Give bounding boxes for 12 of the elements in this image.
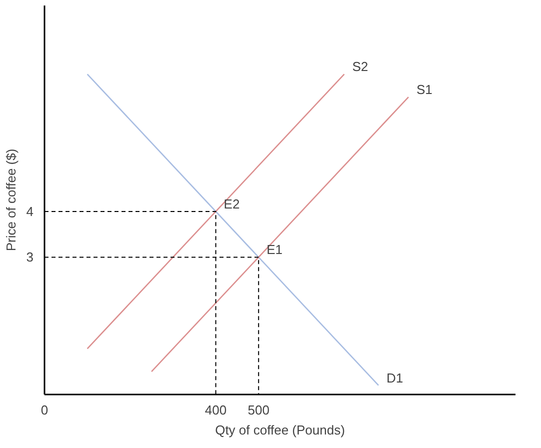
x-tick-label: 400 [204, 402, 227, 418]
annotation: E2 [224, 196, 240, 212]
x-tick-label: 500 [248, 402, 270, 418]
x-axis-title: Qty of coffee (Pounds) [215, 422, 345, 438]
annotation: D1 [386, 370, 404, 386]
y-tick-label: 4 [26, 204, 34, 219]
y-axis-title: Price of coffee ($) [3, 148, 18, 252]
annotation: E1 [266, 242, 282, 258]
annotation: S2 [352, 59, 368, 74]
y-tick-label: 3 [26, 250, 34, 265]
annotation: S1 [416, 82, 432, 98]
x-tick-label: 0 [40, 402, 48, 418]
